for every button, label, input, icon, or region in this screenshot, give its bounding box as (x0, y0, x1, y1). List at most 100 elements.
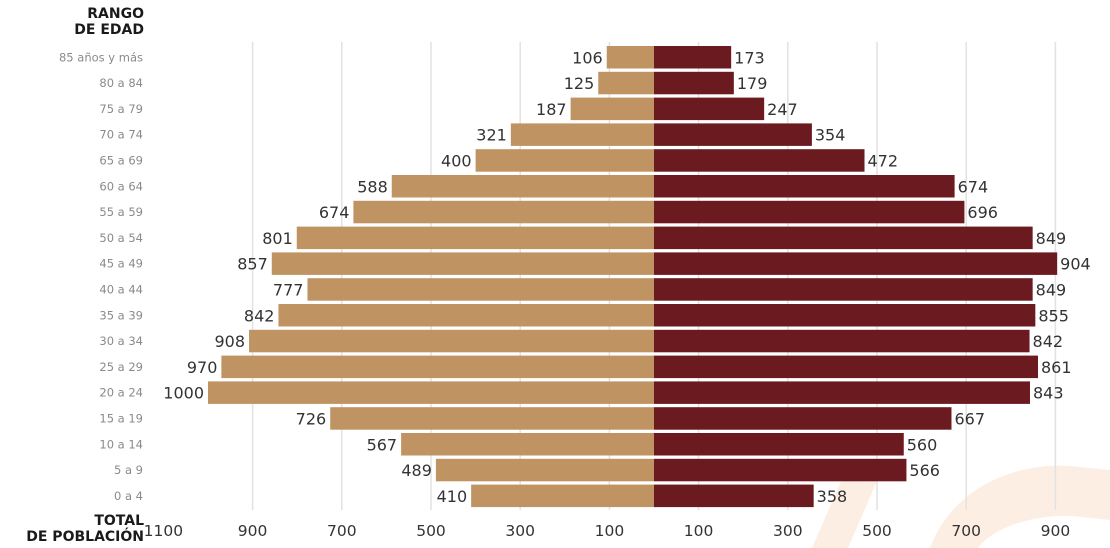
bar-right (654, 484, 814, 508)
bar-right (654, 458, 907, 482)
bar-right-value-label: 566 (909, 461, 940, 480)
bar-right-value-label: 843 (1033, 384, 1064, 403)
x-tick-label: 900 (1041, 522, 1071, 540)
bar-left (471, 484, 654, 508)
bar-left (353, 200, 654, 224)
bar-left-value-label: 567 (367, 435, 398, 454)
bar-left-value-label: 588 (357, 177, 388, 196)
bar-left-value-label: 908 (214, 332, 245, 351)
category-label: 30 a 34 (99, 334, 143, 348)
category-label: 35 a 39 (99, 308, 143, 322)
bar-right-value-label: 354 (815, 126, 846, 145)
bar-left-value-label: 801 (262, 229, 293, 248)
bar-right-value-label: 667 (954, 409, 985, 428)
category-label: 20 a 24 (99, 386, 143, 400)
x-axis-header-line-1: TOTAL (94, 513, 144, 529)
x-tick-label: 500 (862, 522, 892, 540)
bar-left (330, 407, 654, 430)
bar-left (296, 226, 654, 250)
bar-right-value-label: 861 (1041, 358, 1072, 377)
bar-left-value-label: 106 (572, 48, 603, 67)
bar-left (307, 278, 654, 301)
y-axis-header-line-2: DE EDAD (74, 22, 144, 38)
bar-left-value-label: 125 (564, 74, 595, 93)
bar-right-value-label: 674 (958, 177, 989, 196)
bar-left (221, 355, 654, 379)
bar-right (654, 97, 765, 121)
bar-right (654, 433, 904, 456)
bar-right (654, 175, 955, 198)
y-axis-header-line-1: RANGO (87, 6, 144, 22)
category-label: 55 a 59 (99, 205, 143, 219)
x-tick-label: 300 (773, 522, 803, 540)
bar-right (654, 381, 1030, 404)
watermark-shape (812, 465, 1110, 548)
bar-left (475, 149, 654, 172)
bar-left-value-label: 857 (237, 255, 268, 274)
bar-right-value-label: 842 (1033, 332, 1064, 351)
bar-left (278, 304, 654, 327)
category-label: 10 a 14 (99, 437, 143, 451)
category-label: 40 a 44 (99, 282, 143, 296)
bar-right-value-label: 472 (868, 151, 899, 170)
category-label: 0 a 4 (114, 489, 143, 503)
bar-right-value-label: 696 (967, 203, 998, 222)
bar-left-value-label: 777 (273, 280, 304, 299)
bar-right-value-label: 179 (737, 74, 768, 93)
category-label: 15 a 19 (99, 411, 143, 425)
bar-right (654, 123, 812, 146)
x-tick-label: 700 (951, 522, 981, 540)
bar-left (570, 97, 654, 121)
x-tick-label: 1100 (144, 522, 183, 540)
bar-right-value-label: 904 (1060, 255, 1091, 274)
bar-left-value-label: 842 (244, 306, 275, 325)
bar-right (654, 226, 1033, 250)
bar-right-value-label: 358 (817, 487, 848, 506)
bar-left (208, 381, 654, 404)
bar-right-value-label: 849 (1036, 229, 1067, 248)
bar-left (271, 252, 654, 275)
bar-left-value-label: 321 (476, 126, 507, 145)
x-tick-label: 100 (684, 522, 714, 540)
bar-right-value-label: 849 (1036, 280, 1067, 299)
x-tick-label: 300 (505, 522, 535, 540)
bar-left (606, 46, 654, 69)
x-axis-header-line-2: DE POBLACIÓN (26, 529, 144, 545)
category-label: 65 a 69 (99, 153, 143, 167)
bar-right (654, 149, 865, 172)
category-label: 70 a 74 (99, 128, 143, 142)
category-label: 60 a 64 (99, 179, 143, 193)
bar-left-value-label: 410 (437, 487, 468, 506)
bar-right-value-label: 173 (734, 48, 765, 67)
bar-left-value-label: 726 (296, 409, 327, 428)
bar-left (435, 458, 654, 482)
bar-right (654, 200, 965, 224)
bar-left-value-label: 970 (187, 358, 218, 377)
x-axis-header: TOTAL DE POBLACIÓN (26, 513, 144, 545)
bar-left (391, 175, 654, 198)
bar-left-value-label: 400 (441, 151, 472, 170)
bar-left (510, 123, 654, 146)
category-label: 5 a 9 (114, 463, 143, 477)
category-label: 25 a 29 (99, 360, 143, 374)
bar-right-value-label: 247 (767, 100, 798, 119)
category-label: 75 a 79 (99, 102, 143, 116)
bar-right (654, 407, 952, 430)
bar-right (654, 252, 1058, 275)
bar-left-value-label: 187 (536, 100, 567, 119)
bar-right (654, 329, 1030, 353)
x-tick-label: 500 (416, 522, 446, 540)
bar-right (654, 46, 732, 69)
x-tick-label: 900 (238, 522, 268, 540)
category-label: 80 a 84 (99, 76, 143, 90)
bar-left-value-label: 674 (319, 203, 350, 222)
bar-left (249, 329, 655, 353)
y-axis-header: RANGO DE EDAD (74, 6, 144, 38)
x-tick-label: 700 (327, 522, 357, 540)
bar-right (654, 71, 734, 95)
bar-left (401, 433, 654, 456)
bar-right (654, 304, 1036, 327)
bar-right (654, 355, 1039, 379)
bar-left-value-label: 1000 (163, 384, 204, 403)
